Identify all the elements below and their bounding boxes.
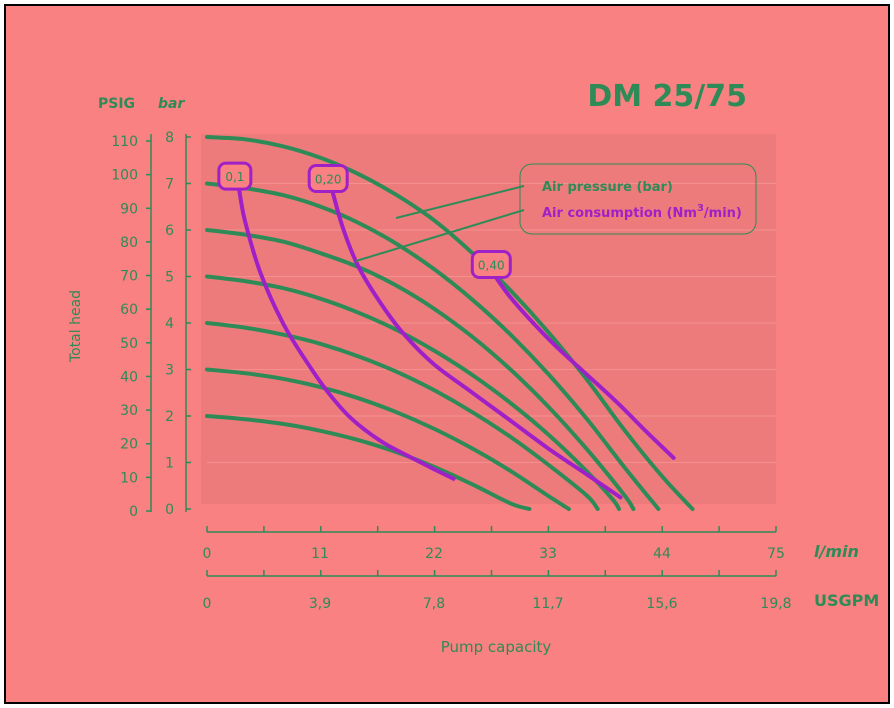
y-tick-psig-label: 20: [120, 437, 138, 453]
consumption-curves: 0,1 0,20 0,40: [217, 161, 676, 500]
pump-performance-chart: DM 25/75 PSIG bar Total head 11010090807…: [68, 79, 879, 656]
x-tick-usgpm-label: 19,8: [760, 596, 791, 612]
consumption-label-box: [307, 163, 349, 193]
pressure-curve-7-bar: [205, 181, 661, 511]
consumption-curve: [236, 186, 456, 481]
x-tick-lmin-label: 22: [425, 546, 443, 562]
y-tick-psig-label: 10: [120, 470, 138, 486]
chart-title: DM 25/75: [587, 79, 747, 114]
y-tick-psig-label: 0: [129, 504, 138, 520]
y-tick-psig-label: 50: [120, 336, 138, 352]
legend-consumption-sup: 3: [697, 203, 704, 214]
y-tick-bar-label: 3: [165, 363, 174, 379]
legend-consumption-leader: [355, 209, 525, 262]
x-ticks-usgpm: 0 3,9 7,8 11,7 15,6 19,8: [203, 570, 792, 612]
y-tick-bar-label: 8: [165, 130, 174, 146]
x-tick-usgpm-label: 0: [203, 596, 212, 612]
y-tick-bar-label: 5: [165, 270, 174, 286]
x-tick-usgpm-label: 3,9: [309, 596, 331, 612]
x-tick-lmin-label: 75: [767, 546, 785, 562]
x-unit-usgpm: USGPM: [814, 591, 879, 610]
y-tick-bar-label: 7: [165, 177, 174, 193]
y-tick-psig-label: 70: [120, 269, 138, 285]
pressure-curve-2-bar: [205, 414, 532, 511]
x-tick-lmin-label: 0: [203, 546, 212, 562]
pressure-curve-3-bar: [205, 367, 571, 511]
y-unit-psig: PSIG: [98, 96, 135, 112]
legend: Air pressure (bar) Air consumption (Nm3/…: [355, 163, 757, 262]
y-tick-psig-label: 40: [120, 369, 138, 385]
legend-consumption-suffix: /min): [704, 206, 742, 221]
pressure-curve-5-bar: [205, 274, 621, 511]
x-tick-lmin-label: 11: [311, 546, 329, 562]
pressure-curve-8-bar: [205, 135, 695, 511]
consumption-label: 0,20: [315, 172, 342, 186]
pressure-curve-6-bar: [205, 228, 636, 511]
consumption-label-box: [217, 161, 253, 191]
legend-pressure-label: Air pressure (bar): [542, 180, 673, 195]
y-tick-psig-label: 80: [120, 235, 138, 251]
y-tick-bar-label: 4: [165, 316, 174, 332]
y-axis-title: Total head: [68, 290, 84, 363]
y-tick-psig-label: 110: [111, 134, 138, 150]
chart-frame: DM 25/75 PSIG bar Total head 110 100 90 80 7…: [4, 4, 890, 704]
x-tick-usgpm-label: 15,6: [646, 596, 677, 612]
y-tick-bar-label: 1: [165, 456, 174, 472]
y-tick-psig-label: 100: [111, 168, 138, 184]
consumption-curve: [493, 274, 676, 460]
y-unit-bar: bar: [158, 96, 185, 112]
y-tick-bar-label: 0: [165, 502, 174, 518]
consumption-curve: [330, 188, 623, 500]
y-tick-bar-label: 2: [165, 409, 174, 425]
x-tick-usgpm-label: 7,8: [423, 596, 445, 612]
consumption-label: 0,1: [225, 170, 244, 184]
legend-pressure-leader: [395, 185, 525, 219]
pressure-curve-4-bar: [205, 321, 600, 511]
x-tick-lmin-label: 44: [653, 546, 671, 562]
legend-box: [519, 163, 757, 235]
plot-area: [201, 134, 776, 504]
x-unit-lmin: l/min: [814, 542, 859, 561]
y-tick-psig-label: 60: [120, 302, 138, 318]
x-tick-lmin-label: 33: [539, 546, 557, 562]
legend-consumption-label: Air consumption (Nm3/min): [542, 203, 742, 221]
y-tick-bar-label: 6: [165, 223, 174, 239]
x-axis-title: Pump capacity: [441, 638, 552, 656]
legend-consumption-prefix: Air consumption (Nm: [542, 206, 697, 221]
consumption-label: 0,40: [478, 259, 505, 273]
y-tick-psig-label: 90: [120, 201, 138, 217]
x-ticks-lmin: 0 11 22 33 44 75: [203, 526, 785, 562]
y-ticks-bar: 8 7 6 5 4 3 2 1 0: [165, 130, 191, 518]
pressure-curves: [205, 135, 695, 511]
x-tick-usgpm-label: 11,7: [532, 596, 563, 612]
y-tick-psig-label: 30: [120, 403, 138, 419]
consumption-label-box: [470, 250, 512, 279]
